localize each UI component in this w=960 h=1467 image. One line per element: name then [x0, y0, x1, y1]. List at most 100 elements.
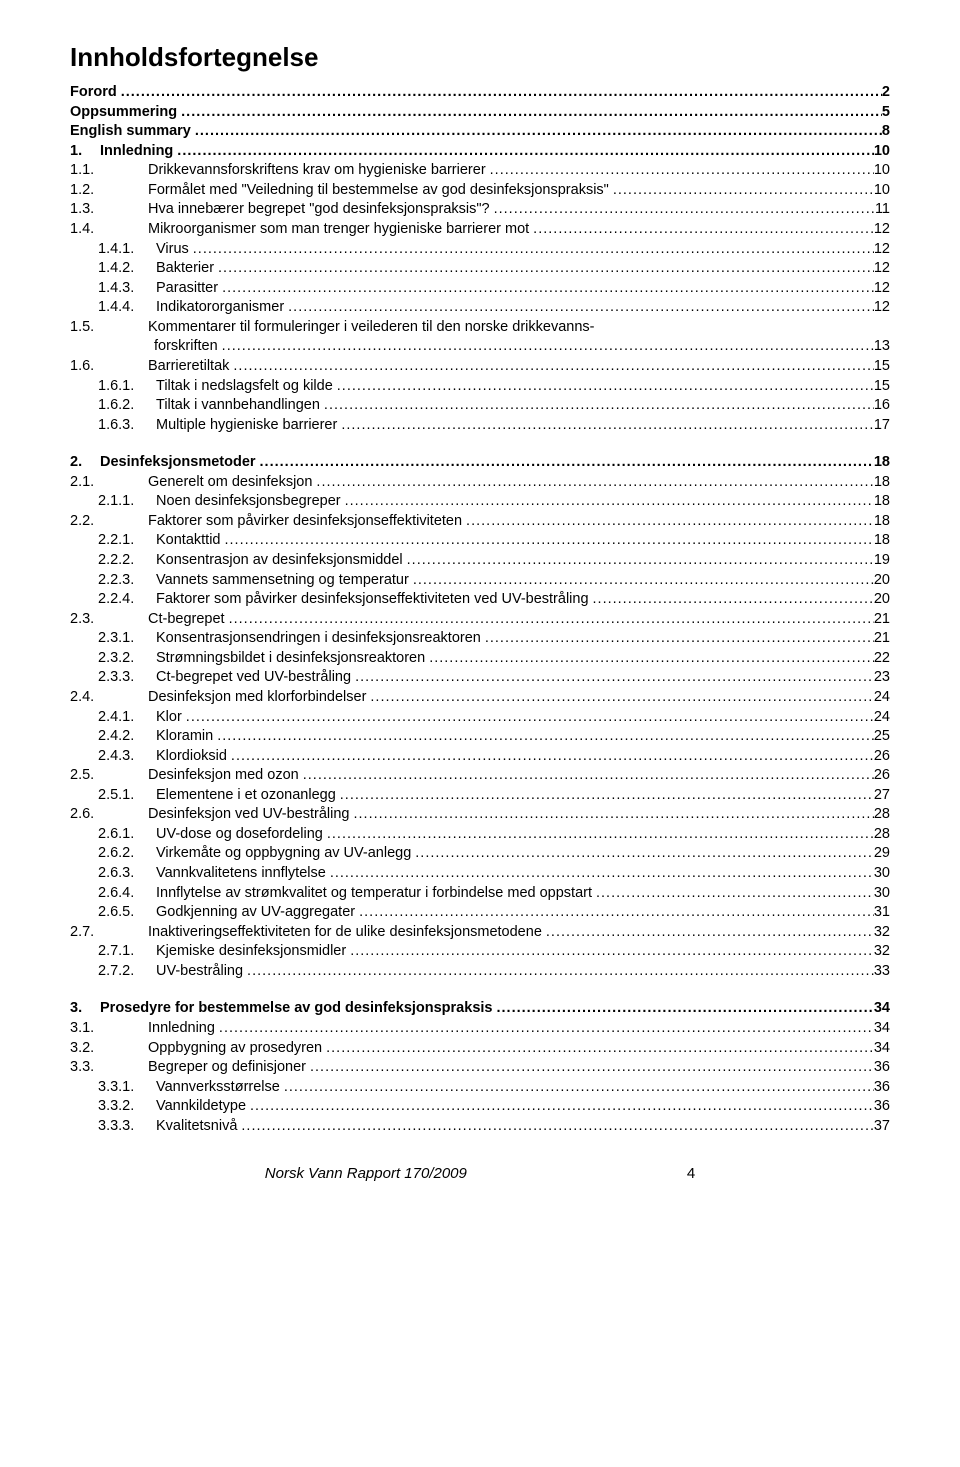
- toc-number: 3.1.: [70, 1019, 148, 1039]
- toc-leader-dots: [425, 649, 874, 669]
- toc-entry: 2.7.1.Kjemiske desinfeksjonsmidler 32: [70, 942, 890, 962]
- toc-entry: Forord 2: [70, 83, 890, 103]
- toc-number: 2.7.1.: [98, 942, 156, 962]
- toc-leader-dots: [490, 200, 875, 220]
- toc-number: 2.1.: [70, 473, 148, 493]
- toc-label: Inaktiveringseffektiviteten for de ulike…: [148, 923, 542, 943]
- toc-leader-dots: [306, 1058, 874, 1078]
- toc-page-number: 8: [882, 122, 890, 142]
- toc-leader-dots: [280, 1078, 874, 1098]
- toc-page-number: 16: [874, 396, 890, 416]
- toc-leader-dots: [323, 825, 874, 845]
- toc-label: Virus: [156, 240, 189, 260]
- toc-page-number: 25: [874, 727, 890, 747]
- toc-number: 2.1.1.: [98, 492, 156, 512]
- toc-label: Barrieretiltak: [148, 357, 229, 377]
- toc-number: 2.7.: [70, 923, 148, 943]
- toc-page-number: 21: [874, 610, 890, 630]
- toc-page-number: 20: [874, 571, 890, 591]
- toc-number: 2.7.2.: [98, 962, 156, 982]
- toc-number: 2.4.1.: [98, 708, 156, 728]
- toc-entry: 2.6.2.Virkemåte og oppbygning av UV-anle…: [70, 844, 890, 864]
- toc-label: Noen desinfeksjonsbegreper: [156, 492, 341, 512]
- toc-label: Mikroorganismer som man trenger hygienis…: [148, 220, 529, 240]
- toc-entry: 1.4.2.Bakterier 12: [70, 259, 890, 279]
- toc-leader-dots: [411, 844, 874, 864]
- toc-entry: English summary 8: [70, 122, 890, 142]
- toc-number: 2.2.1.: [98, 531, 156, 551]
- toc-number: 1.6.3.: [98, 416, 156, 436]
- toc-entry: 3.Prosedyre for bestemmelse av god desin…: [70, 999, 890, 1019]
- toc-leader-dots: [191, 122, 882, 142]
- toc-entry: 2.5.1.Elementene i et ozonanlegg 27: [70, 786, 890, 806]
- toc-leader-dots: [592, 884, 874, 904]
- toc-label: Prosedyre for bestemmelse av god desinfe…: [100, 999, 492, 1019]
- toc-page-number: 24: [874, 688, 890, 708]
- toc-page-number: 10: [874, 181, 890, 201]
- toc-page-number: 2: [882, 83, 890, 103]
- toc-leader-dots: [299, 766, 874, 786]
- toc-entry: forskriften 13: [70, 337, 890, 357]
- toc-number: 1.6.1.: [98, 377, 156, 397]
- toc-entry: 2.2.Faktorer som påvirker desinfeksjonse…: [70, 512, 890, 532]
- toc-label: Konsentrasjon av desinfeksjonsmiddel: [156, 551, 403, 571]
- toc-page-number: 33: [874, 962, 890, 982]
- toc-number: 2.4.3.: [98, 747, 156, 767]
- toc-page-number: 32: [874, 923, 890, 943]
- toc-label: Multiple hygieniske barrierer: [156, 416, 337, 436]
- toc-leader-dots: [227, 747, 874, 767]
- toc-entry: 1.6.2.Tiltak i vannbehandlingen 16: [70, 396, 890, 416]
- toc-label: Innledning: [148, 1019, 215, 1039]
- toc-page-number: 26: [874, 747, 890, 767]
- toc-label: forskriften: [154, 337, 218, 357]
- toc-entry: 3.3.2.Vannkildetype 36: [70, 1097, 890, 1117]
- toc-page-number: 34: [874, 1019, 890, 1039]
- table-of-contents: Forord 2Oppsummering 5English summary 8 1…: [70, 83, 890, 1136]
- toc-label: Generelt om desinfeksjon: [148, 473, 312, 493]
- toc-entry: 1.4.3.Parasitter 12: [70, 279, 890, 299]
- toc-page-number: 32: [874, 942, 890, 962]
- toc-number: 1.6.2.: [98, 396, 156, 416]
- toc-page-number: 30: [874, 884, 890, 904]
- toc-entry: 1.5.Kommentarer til formuleringer i veil…: [70, 318, 890, 338]
- toc-page-number: 31: [874, 903, 890, 923]
- toc-entry: 1.2.Formålet med "Veiledning til bestemm…: [70, 181, 890, 201]
- toc-number: 2.6.2.: [98, 844, 156, 864]
- toc-number: 3.3.3.: [98, 1117, 156, 1137]
- toc-label: Kvalitetsnivå: [156, 1117, 237, 1137]
- toc-label: Kloramin: [156, 727, 213, 747]
- toc-leader-dots: [346, 942, 874, 962]
- toc-leader-dots: [229, 357, 873, 377]
- toc-label: Konsentrasjonsendringen i desinfeksjonsr…: [156, 629, 481, 649]
- toc-entry: 3.1.Innledning 34: [70, 1019, 890, 1039]
- toc-label: UV-bestråling: [156, 962, 243, 982]
- toc-entry: Oppsummering 5: [70, 103, 890, 123]
- toc-number: 1.3.: [70, 200, 148, 220]
- toc-number: 3.3.: [70, 1058, 148, 1078]
- toc-leader-dots: [609, 181, 874, 201]
- toc-page-number: 10: [874, 161, 890, 181]
- toc-label: Tiltak i vannbehandlingen: [156, 396, 320, 416]
- toc-label: Oppsummering: [70, 103, 177, 123]
- toc-leader-dots: [182, 708, 874, 728]
- toc-page-number: 13: [874, 337, 890, 357]
- toc-page-number: 18: [874, 531, 890, 551]
- toc-label: Elementene i et ozonanlegg: [156, 786, 336, 806]
- toc-number: 3.2.: [70, 1039, 148, 1059]
- toc-leader-dots: [320, 396, 874, 416]
- toc-page-number: 19: [874, 551, 890, 571]
- toc-label: Kommentarer til formuleringer i veileder…: [148, 318, 598, 338]
- toc-page-number: 12: [874, 259, 890, 279]
- toc-page-number: 12: [874, 220, 890, 240]
- toc-number: 3.3.2.: [98, 1097, 156, 1117]
- toc-entry: 2.4.2.Kloramin 25: [70, 727, 890, 747]
- toc-number: 2.3.1.: [98, 629, 156, 649]
- toc-label: Oppbygning av prosedyren: [148, 1039, 322, 1059]
- toc-page-number: 12: [874, 240, 890, 260]
- toc-page-number: 20: [874, 590, 890, 610]
- toc-number: 2.6.1.: [98, 825, 156, 845]
- toc-page-number: 34: [874, 1039, 890, 1059]
- toc-page-number: 30: [874, 864, 890, 884]
- toc-leader-dots: [492, 999, 873, 1019]
- toc-leader-dots: [177, 103, 882, 123]
